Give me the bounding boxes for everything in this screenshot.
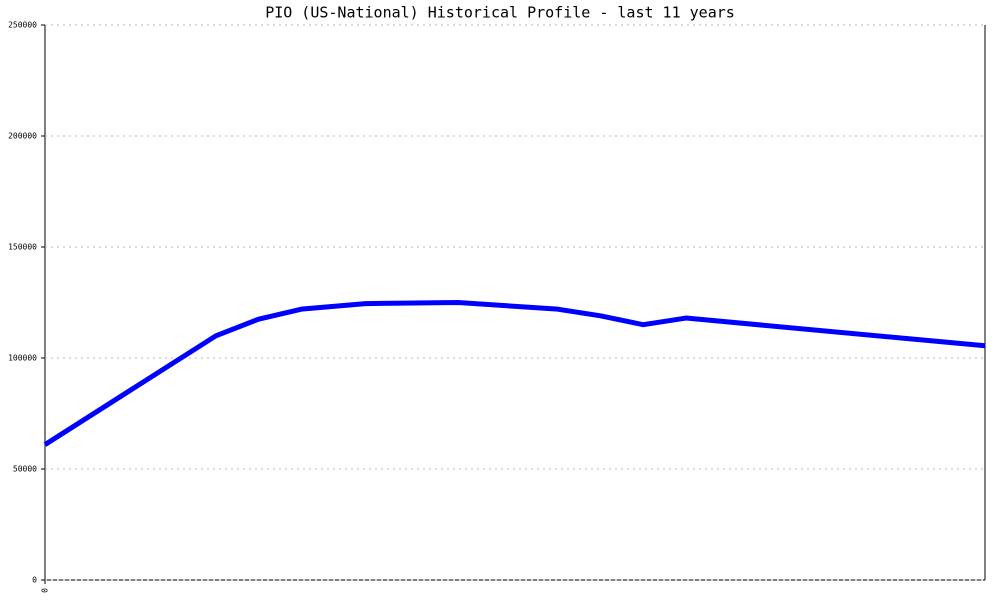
y-tick-label: 50000 — [13, 465, 37, 474]
chart-title: PIO (US-National) Historical Profile - l… — [265, 4, 735, 22]
y-tick-label: 150000 — [8, 243, 37, 252]
y-tick-label: 100000 — [8, 354, 37, 363]
y-tick-label: 0 — [32, 576, 37, 585]
y-tick-label: 200000 — [8, 132, 37, 141]
y-tick-label: 250000 — [8, 21, 37, 30]
data-line — [43, 300, 986, 447]
x-tick-label: 0 — [41, 588, 50, 593]
